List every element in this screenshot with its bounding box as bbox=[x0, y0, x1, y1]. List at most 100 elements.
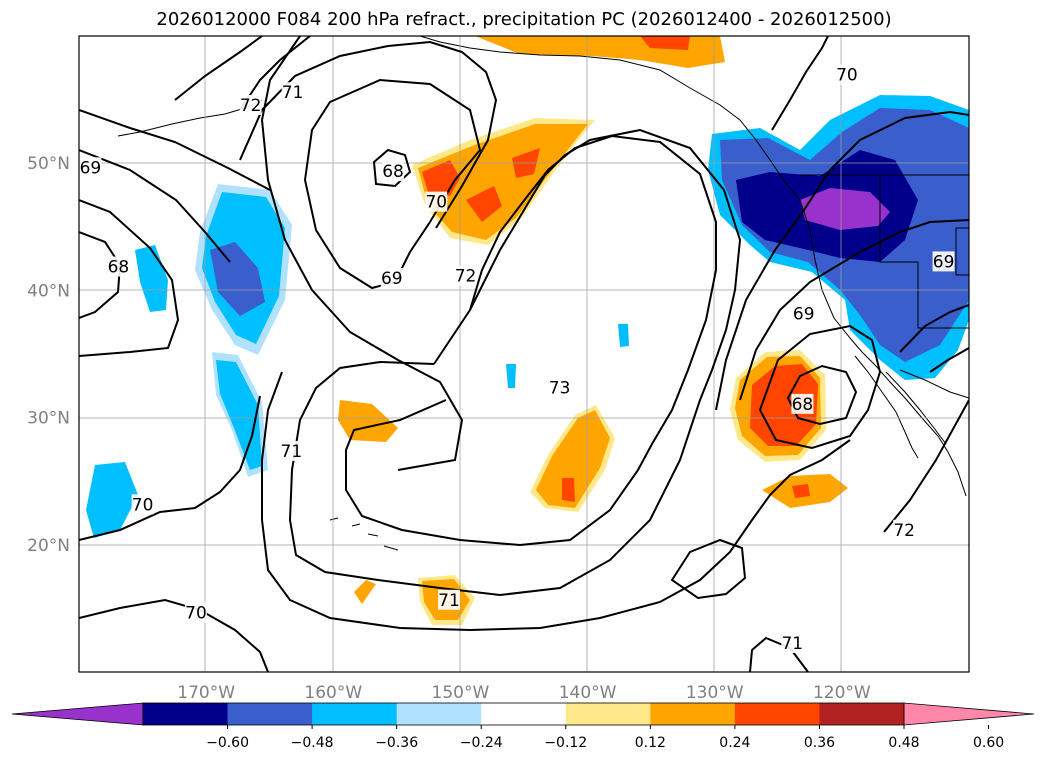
contour-71-southeast bbox=[749, 636, 809, 672]
contour-70-north bbox=[239, 40, 498, 229]
contour-label-text: 71 bbox=[282, 83, 304, 103]
contour-label-text: 68 bbox=[792, 395, 814, 415]
baja-peninsula bbox=[854, 355, 919, 459]
contour-label: 69 bbox=[932, 251, 955, 272]
contour-71-west bbox=[261, 371, 851, 632]
colorbar-bin bbox=[481, 703, 567, 725]
contour-label: 69 bbox=[380, 267, 403, 289]
contour-label-text: 69 bbox=[933, 252, 955, 272]
pos-region-hawaii-east-core bbox=[562, 478, 575, 502]
contour-72-top bbox=[174, 36, 263, 101]
contour-label: 68 bbox=[791, 393, 814, 415]
precip-shading bbox=[86, 36, 969, 625]
contour-label: 70 bbox=[835, 64, 858, 85]
lon-tick-label: 140°W bbox=[559, 683, 617, 703]
colorbar-bin bbox=[734, 703, 820, 725]
lon-tick-label: 130°W bbox=[686, 683, 744, 703]
colorbar-extend-high bbox=[903, 702, 1035, 726]
contour-label: 71 bbox=[781, 633, 804, 654]
neg-region-southwest-patch bbox=[86, 462, 138, 538]
pos-region-baja-south-core bbox=[792, 484, 810, 498]
longitude-labels: 170°W 160°W 150°W 140°W 130°W 120°W bbox=[177, 683, 871, 703]
colorbar-bin bbox=[565, 703, 651, 725]
lat-tick-label: 20°N bbox=[27, 536, 70, 556]
contour-label: 73 bbox=[548, 377, 571, 398]
colorbar-bin bbox=[819, 703, 905, 725]
map-panel: 72 71 69 68 68 70 69 72 73 71 70 70 71 71 68 69 70 72 69 bbox=[78, 35, 970, 673]
gulf-of-california bbox=[885, 371, 947, 445]
pos-region-hawaii-east-mid bbox=[536, 410, 610, 508]
us-state-line-2 bbox=[917, 262, 969, 329]
contour-label: 71 bbox=[281, 82, 304, 103]
contour-68-west bbox=[79, 231, 122, 319]
contour-label-text: 69 bbox=[381, 269, 403, 289]
us-state-line-3 bbox=[955, 227, 969, 276]
contour-label: 70 bbox=[425, 191, 448, 213]
colorbar-tick-label: 0.24 bbox=[719, 735, 750, 751]
contour-69-baja bbox=[758, 324, 882, 450]
contour-label-bg bbox=[239, 94, 262, 115]
lon-tick-label: 160°W bbox=[304, 683, 362, 703]
contour-label-bg bbox=[454, 265, 477, 286]
colorbar-bin bbox=[312, 703, 398, 725]
contour-labels: 72 71 69 68 68 70 69 72 73 71 70 70 71 71 68 69 70 72 69 bbox=[79, 64, 955, 654]
colorbar-tick-label: −0.12 bbox=[544, 735, 587, 751]
contour-69-loop bbox=[303, 78, 482, 290]
contour-70-east bbox=[739, 219, 969, 401]
contour-label-text: 70 bbox=[425, 193, 447, 213]
contour-label-bg bbox=[131, 494, 154, 515]
mexico-border bbox=[899, 369, 969, 399]
map-frame bbox=[78, 35, 970, 673]
pos-region-north-jet-core-2 bbox=[466, 186, 502, 222]
neg-small-blob-2 bbox=[506, 364, 516, 388]
colorbar-tick-label: 0.48 bbox=[888, 735, 919, 751]
contour-label: 69 bbox=[792, 303, 815, 325]
colorbar-bin bbox=[396, 703, 482, 725]
contour-label-text: 70 bbox=[836, 65, 858, 85]
contour-label: 71 bbox=[437, 589, 460, 611]
colorbar-tick-label: −0.48 bbox=[291, 735, 334, 751]
contour-71-south-loop bbox=[670, 538, 747, 600]
figure-title: 2026012000 F084 200 hPa refract., precip… bbox=[156, 9, 891, 30]
contour-71-jet bbox=[260, 36, 464, 471]
hawaii-islands bbox=[329, 517, 399, 551]
contour-68-baja bbox=[786, 364, 858, 426]
contour-label: 72 bbox=[893, 519, 916, 541]
colorbar-tick-label: −0.60 bbox=[206, 735, 249, 751]
refractivity-contours bbox=[79, 36, 969, 672]
contour-73 bbox=[288, 128, 742, 597]
contour-label-bg bbox=[437, 589, 460, 610]
contour-label-text: 73 bbox=[549, 378, 571, 398]
pos-region-gulf-core bbox=[640, 36, 690, 50]
contour-72-southeast bbox=[883, 399, 969, 533]
contour-label-text: 72 bbox=[893, 521, 915, 541]
colorbar-tick-label: 0.60 bbox=[973, 735, 1004, 751]
contour-69-west bbox=[79, 149, 231, 263]
colorbar-extend-low bbox=[11, 702, 144, 726]
contour-label-text: 71 bbox=[781, 634, 803, 654]
gridlines bbox=[79, 36, 969, 672]
contour-label-text: 71 bbox=[281, 442, 303, 462]
contour-label-text: 72 bbox=[455, 266, 477, 286]
contour-label-text: 69 bbox=[80, 158, 102, 178]
contour-label-text: 69 bbox=[793, 305, 815, 325]
contour-label: 68 bbox=[382, 161, 405, 182]
contour-69-east bbox=[899, 304, 969, 353]
us-state-line-1 bbox=[879, 175, 918, 263]
contour-70-southwest bbox=[79, 395, 261, 541]
pos-small-blob bbox=[354, 580, 376, 604]
contour-label-bg bbox=[781, 633, 804, 654]
colorbar-bin bbox=[227, 703, 313, 725]
contour-label-bg bbox=[893, 519, 916, 540]
contour-label-bg bbox=[107, 256, 130, 277]
pos-region-baja-core bbox=[750, 364, 818, 446]
lat-tick-label: 40°N bbox=[27, 281, 70, 301]
neg-region-northeast-peak bbox=[800, 188, 890, 230]
contour-72-northwest bbox=[79, 109, 271, 191]
contour-71-east bbox=[715, 110, 969, 411]
contour-label-bg bbox=[79, 157, 102, 178]
contour-label-text: 70 bbox=[132, 495, 154, 515]
latitude-labels: 20°N 30°N 40°N 50°N bbox=[27, 154, 70, 556]
contour-label: 68 bbox=[107, 256, 130, 278]
